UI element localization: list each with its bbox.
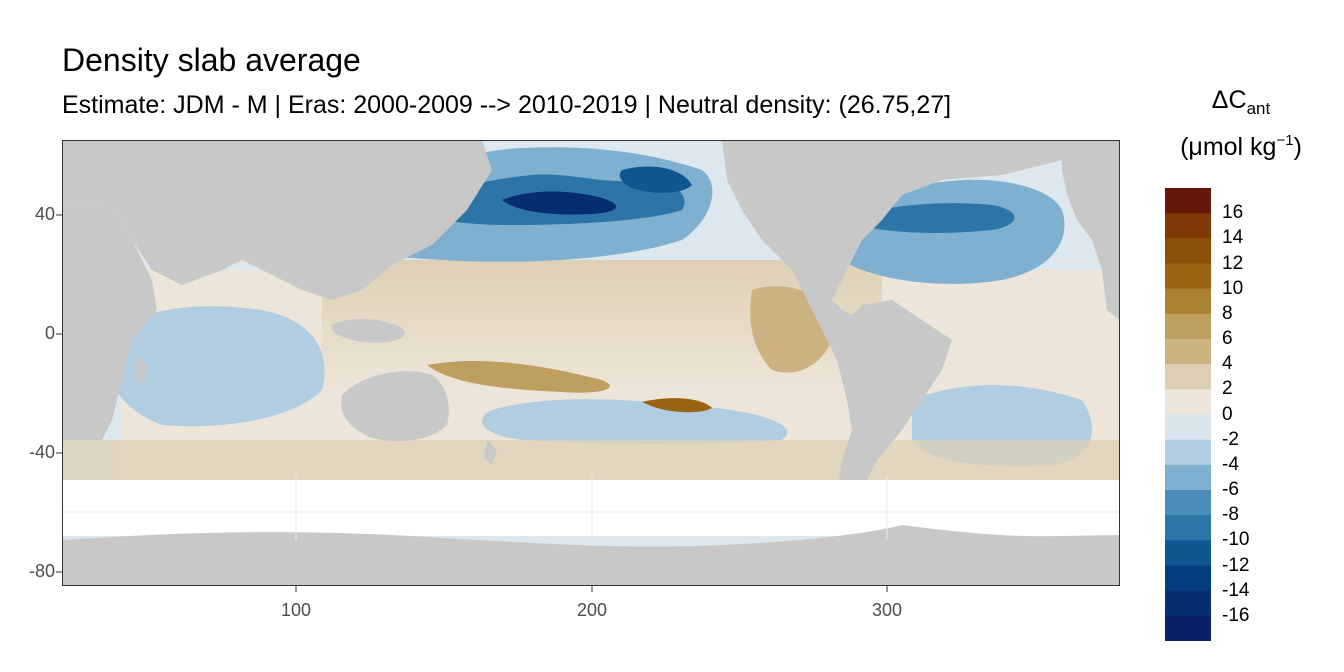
legend-bin: [1165, 615, 1211, 641]
legend-label: -16: [1222, 604, 1250, 626]
legend-bin: [1165, 238, 1211, 264]
legend-label: 6: [1222, 328, 1233, 349]
legend-bin: [1165, 288, 1211, 315]
legend-bin: [1165, 263, 1211, 290]
legend-bin: [1165, 565, 1211, 592]
europe-land: [1062, 140, 1120, 320]
legend-bin: [1165, 464, 1211, 491]
south-pacific-blue: [482, 399, 788, 444]
legend-bin: [1165, 364, 1211, 390]
y-tick-label: 0: [44, 323, 55, 343]
maritime-continent-land: [331, 318, 405, 343]
map-title: Density slab average: [62, 42, 361, 78]
legend-label: 4: [1222, 353, 1233, 375]
legend-bin: [1165, 490, 1211, 516]
x-tick-label: 200: [576, 600, 608, 620]
legend-bin: [1165, 540, 1211, 566]
y-tick-label: -80: [28, 561, 55, 581]
southern-no-data-band: [62, 480, 1120, 536]
y-tick-label: 40: [34, 204, 55, 224]
x-tick-label: 100: [280, 600, 312, 620]
legend-bin: [1165, 339, 1211, 365]
legend-label: -8: [1222, 504, 1239, 526]
panel-border: [62, 140, 1120, 586]
legend-label: -12: [1222, 554, 1250, 576]
africa-land: [62, 200, 157, 440]
eurasia-land: [62, 140, 492, 300]
legend-label: 0: [1222, 403, 1233, 425]
legend-label: 12: [1222, 252, 1244, 274]
legend-bin: [1165, 213, 1211, 239]
legend-label: -2: [1222, 428, 1239, 450]
map-subtitle: Estimate: JDM - M | Eras: 2000-2009 --> …: [62, 91, 952, 119]
legend-bin: [1165, 515, 1211, 541]
y-tick-marks: [56, 214, 62, 573]
legend-label: 8: [1222, 302, 1233, 324]
legend-label: 14: [1222, 227, 1244, 249]
legend-title-unit-pre: (μmol kg: [1180, 133, 1277, 161]
new-zealand-land: [484, 440, 497, 465]
legend-bin: [1165, 313, 1211, 340]
x-tick-label: 300: [871, 600, 903, 620]
legend-title-unit-sup: −1: [1276, 132, 1294, 149]
australia-land: [341, 371, 449, 442]
legend-title-subscript: ant: [1246, 99, 1271, 118]
y-tick-label: -40: [28, 442, 55, 462]
legend-colorbar: [1165, 188, 1211, 641]
legend-label: -14: [1222, 579, 1250, 601]
legend-label: 16: [1222, 202, 1244, 224]
x-tick-marks: [295, 586, 888, 592]
north-pacific-core-east: [619, 166, 692, 193]
southern-ocean-tan-band: [62, 440, 1120, 480]
legend-bin: [1165, 590, 1211, 617]
legend-title: ΔCant (μmol kg−1): [1166, 88, 1316, 160]
legend-label: -6: [1222, 479, 1239, 500]
madagascar-land: [135, 355, 147, 385]
north-pacific-core: [502, 191, 616, 215]
legend-bin: [1165, 188, 1211, 214]
legend-label: -10: [1222, 529, 1250, 551]
legend-title-symbol: ΔC: [1211, 86, 1247, 114]
subtropical-pacific-tan: [642, 398, 712, 413]
legend-label: 2: [1222, 378, 1233, 400]
legend-bin: [1165, 414, 1211, 441]
legend-label: 10: [1222, 277, 1244, 299]
antarctica-land: [62, 525, 1120, 586]
americas-land: [722, 140, 1062, 500]
legend-label: -4: [1222, 453, 1239, 475]
indonesian-tan: [427, 360, 610, 393]
map-panel: [62, 140, 1120, 586]
legend-bin: [1165, 389, 1211, 415]
indian-ocean-anomaly: [102, 306, 325, 427]
legend-bin: [1165, 439, 1211, 466]
legend-title-unit-post: ): [1293, 133, 1302, 161]
